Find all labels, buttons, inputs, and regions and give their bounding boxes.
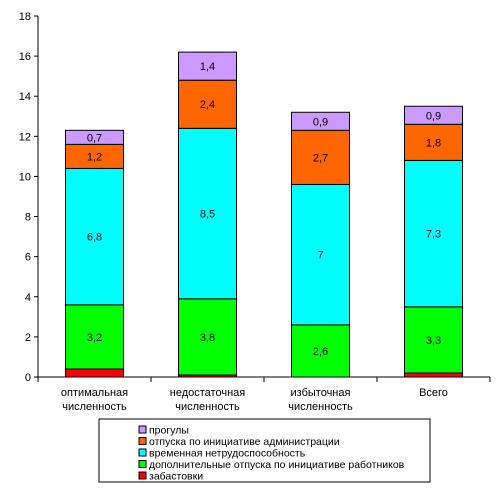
legend-swatch — [138, 448, 147, 457]
bar-segment — [178, 79, 237, 129]
category-label: численность — [288, 401, 353, 413]
legend-label: забастовки — [149, 471, 203, 483]
legend-swatch — [138, 425, 147, 434]
data-label: 7 — [317, 250, 323, 262]
legend-label: дополнительные отпуска по инициативе раб… — [149, 459, 405, 471]
y-tick-label: 12 — [19, 131, 31, 143]
data-label: 7,3 — [426, 229, 441, 241]
bar-segment — [178, 51, 237, 81]
data-label: 0,9 — [313, 116, 328, 128]
bar-segment — [291, 129, 350, 185]
bar-segment — [291, 111, 350, 131]
bar-segment — [404, 105, 463, 125]
bar-segment — [404, 123, 463, 161]
data-label: 2,4 — [200, 99, 215, 111]
legend-swatch — [138, 460, 147, 468]
legend-swatch — [138, 437, 147, 445]
bar-segment — [404, 159, 463, 308]
data-label: 1,8 — [426, 137, 441, 149]
y-tick-label: 6 — [25, 252, 31, 264]
y-tick-label: 16 — [19, 51, 31, 63]
data-label: 3,3 — [426, 335, 441, 347]
bar-segment — [291, 324, 350, 378]
plot-area: 0 2 4 6 8 10 12 14 16 18 оптимальная численность нед… — [19, 11, 491, 413]
category-label: избыточная — [291, 387, 351, 399]
bar-segment — [404, 306, 463, 374]
bar-segment — [65, 368, 124, 378]
data-label: 0,9 — [426, 110, 441, 122]
bar-segment — [404, 372, 463, 378]
y-tick-label: 18 — [19, 11, 31, 23]
y-tick-label: 10 — [19, 171, 31, 183]
y-tick-label: 8 — [25, 212, 31, 224]
bar-segment — [178, 127, 237, 300]
category-label: недостаточная — [170, 387, 245, 399]
data-label: 2,7 — [313, 152, 328, 164]
data-label: 1,2 — [87, 151, 102, 163]
data-label: 1,4 — [200, 61, 215, 73]
data-label: 2,6 — [313, 346, 328, 358]
bar-segment — [65, 304, 124, 370]
legend-label: отпуска по инициативе администрации — [149, 436, 340, 448]
bar-segment — [65, 167, 124, 306]
category-label: оптимальная — [61, 387, 128, 399]
data-label: 3,8 — [200, 332, 215, 344]
legend-box — [98, 418, 431, 483]
category-label: численность — [62, 401, 127, 413]
y-tick-label: 4 — [25, 292, 31, 304]
data-label: 6,8 — [87, 232, 102, 244]
y-tick-label: 0 — [25, 372, 31, 384]
legend-label: прогулы — [149, 425, 189, 437]
y-tick-label: 14 — [19, 91, 31, 103]
data-label: 3,2 — [87, 332, 102, 344]
legend-swatch — [138, 471, 147, 480]
data-label: 0,7 — [87, 132, 102, 144]
category-label: численность — [175, 401, 240, 413]
bar-segment — [65, 129, 124, 145]
category-label: Всего — [419, 387, 448, 399]
data-label: 8,5 — [200, 209, 215, 221]
bar-segment — [178, 298, 237, 376]
y-tick-label: 2 — [25, 332, 31, 344]
legend-label: временная нетрудоспособность — [149, 448, 306, 460]
